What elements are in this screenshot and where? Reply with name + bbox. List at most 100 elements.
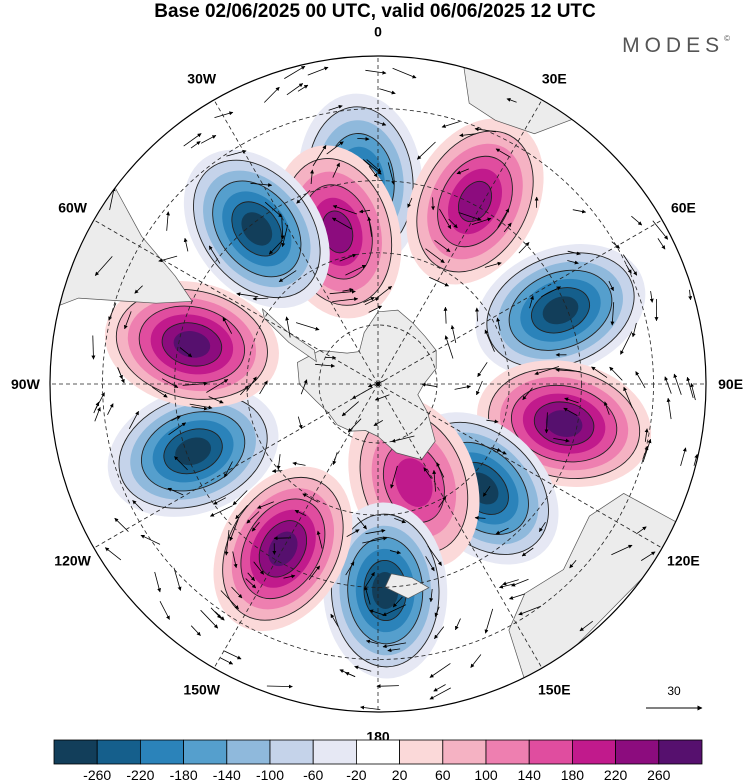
wind-arrow [167,487,184,496]
anomaly-center [104,281,279,408]
longitude-label: 120E [667,552,700,568]
wind-arrow [553,438,570,443]
wind-arrow [495,148,511,158]
wind-arrow [564,397,579,404]
wind-arrow [276,454,281,470]
wind-arrow [476,380,483,396]
map-disc [50,56,706,712]
wind-arrow [362,536,388,544]
wind-arrow [644,428,649,442]
wind-arrow [649,291,654,303]
wind-arrow [94,256,113,276]
wind-arrow [425,248,445,264]
wind-arrow [492,447,507,455]
wind-arrow [375,285,393,299]
wind-arrow [666,397,672,420]
wind-arrow [486,419,499,424]
wind-arrow [455,618,461,631]
wind-arrow [280,216,285,240]
wind-arrow [328,104,343,111]
land-masses [50,56,691,695]
wind-arrow [518,242,530,254]
wind-arrow [166,211,170,231]
wind-arrow [373,420,384,427]
wind-arrow [497,208,510,228]
wind-arrow [154,571,162,593]
colorbar-box [658,739,703,765]
wind-arrow [365,69,387,75]
wind-arrow [366,159,382,173]
longitude-label: 120W [54,552,91,568]
polar-map: 0 30E 60E 90E 120E 150E 180 150W 120W 90W 60W 30W 3… [11,23,743,740]
wind-arrow [281,224,289,248]
wind-arrow [224,461,233,478]
colorbar-tick-label: -180 [170,767,198,783]
wind-arrow [210,607,222,619]
wind-arrow [226,149,247,157]
wind-arrow [392,596,403,608]
wind-arrow [190,141,201,149]
wind-arrow [423,467,432,479]
wind-arrow [434,606,440,617]
wind-arrow [429,589,434,603]
wind-arrow [693,454,699,466]
wind-arrow [529,295,534,309]
wind-arrow [285,316,291,338]
wind-arrow [438,496,447,508]
colorbar-box [615,739,660,765]
longitude-label: 90E [718,376,743,392]
wind-arrow [686,376,694,399]
longitude-label: 180 [366,729,390,740]
wind-arrow [134,285,143,294]
meridian [377,99,543,385]
colorbar-tick-label: -60 [303,767,323,783]
new-zealand [384,573,430,599]
logo-mark: © [724,34,730,43]
wind-arrow [189,403,213,410]
wind-arrow [159,601,170,620]
wind-arrow [495,527,509,535]
south-pole [376,382,380,386]
colorbar-tick-label: -20 [346,767,366,783]
anomaly-center [323,502,448,679]
wind-arrow [273,536,292,541]
wind-arrow [363,297,375,303]
wind-arrow [224,530,230,556]
colorbar-box [226,739,271,765]
wind-arrow [425,556,435,572]
reference-vector-label: 30 [667,684,681,698]
wind-arrow [484,608,494,634]
wind-arrow [509,593,526,600]
colorbar-box [355,739,400,765]
wind-arrow [534,366,560,376]
wind-arrow [316,530,323,549]
colorbar-tick-label: 220 [604,767,628,783]
colorbar-ticks: -260 -220 -180 -140 -100 -60 -20 20 60 100 140 180 2… [83,767,671,783]
wind-arrow [439,208,452,230]
wind-arrow [307,66,329,76]
longitude-label: 30W [187,71,217,87]
colorbar-tick-label: -220 [126,767,154,783]
streamlines [91,65,699,710]
wind-arrow [354,665,372,672]
wind-arrow [331,217,352,230]
longitude-label: 60W [58,200,88,216]
colorbar-box [485,739,530,765]
wind-arrow [394,518,406,524]
wind-arrow [591,366,608,378]
wind-arrow [657,238,666,250]
wind-arrow [246,511,260,524]
wind-arrow [109,187,116,211]
wind-arrow [94,392,105,411]
wind-arrow [235,505,248,520]
wind-arrow [357,517,367,530]
wind-arrow [443,306,448,324]
wind-arrow [183,237,189,252]
wind-arrow [673,373,682,395]
wind-arrow [389,550,401,555]
wind-arrow [623,386,633,408]
reference-vector: 30 [646,684,703,711]
wind-arrow [474,515,486,520]
colorbar-box [528,739,573,765]
wind-arrow [117,367,123,380]
